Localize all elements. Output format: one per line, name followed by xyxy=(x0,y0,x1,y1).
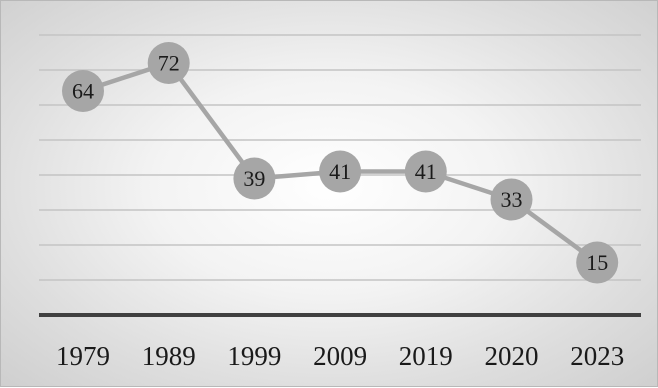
data-label: 33 xyxy=(501,187,523,212)
x-tick-label: 2019 xyxy=(399,341,453,371)
data-point-marker xyxy=(147,42,190,84)
data-label: 41 xyxy=(415,159,437,184)
gridlines xyxy=(39,34,641,281)
series: 64 72 39 41 41 33 15 xyxy=(62,42,619,284)
data-label: 41 xyxy=(329,159,351,184)
x-tick-label: 2009 xyxy=(313,341,367,371)
data-point-marker xyxy=(576,241,619,284)
x-tick-label: 2023 xyxy=(570,341,624,371)
data-label: 39 xyxy=(243,166,265,191)
data-label: 64 xyxy=(72,79,94,104)
data-point-marker xyxy=(490,178,533,221)
x-tick-label: 1979 xyxy=(56,341,110,371)
x-tick-label: 1999 xyxy=(227,341,281,371)
data-label: 72 xyxy=(158,51,180,76)
x-axis: 1979 1989 1999 2009 2019 2020 2023 xyxy=(39,313,641,371)
data-point-marker xyxy=(319,150,362,193)
data-point-marker xyxy=(62,70,104,112)
data-point-marker xyxy=(404,150,447,193)
x-tick-label: 2020 xyxy=(485,341,539,371)
data-point-marker xyxy=(233,157,276,200)
x-tick-label: 1989 xyxy=(142,341,196,371)
data-label: 15 xyxy=(586,250,608,275)
